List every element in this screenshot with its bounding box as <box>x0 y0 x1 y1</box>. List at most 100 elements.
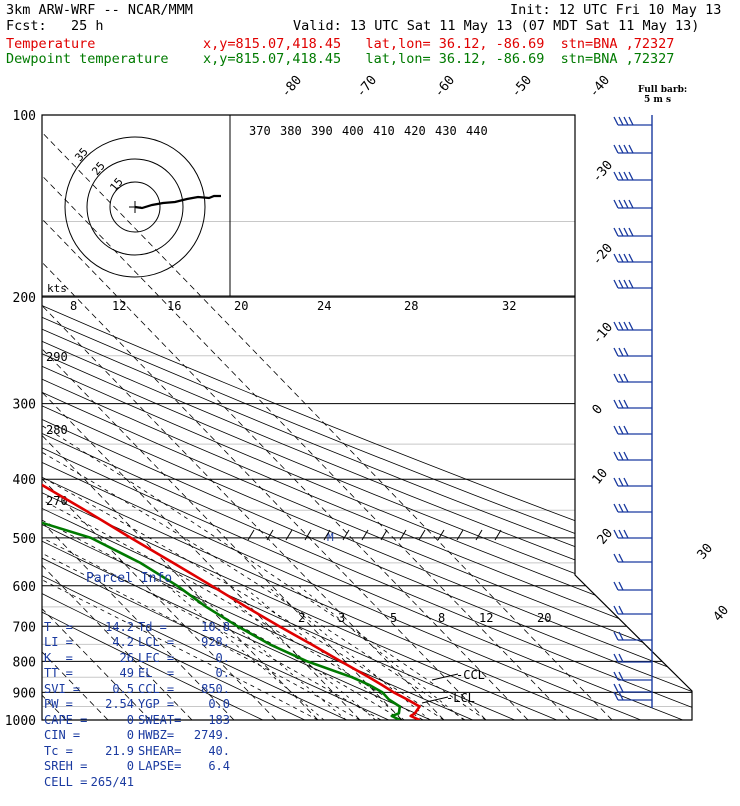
parcel-info-key: TT = <box>44 666 73 680</box>
mixing-ratio-label: 8 <box>70 299 77 313</box>
wind-barb-feather <box>613 683 619 693</box>
mixing-ratio-line <box>266 585 431 720</box>
pressure-label-200: 200 <box>13 291 36 306</box>
parcel-info-row: T = 14.2 Td = 10.8 <box>44 620 230 636</box>
wind-barb-feather <box>613 553 619 563</box>
parcel-info-value: 2.54 <box>105 697 134 711</box>
pressure-label-600: 600 <box>13 580 36 595</box>
wind-barb-feather <box>613 321 619 331</box>
wind-barb-feather <box>613 529 619 539</box>
wind-barb-feather <box>618 373 624 383</box>
wind-barb-feather <box>623 399 629 409</box>
parcel-info-key: Tc = <box>44 743 73 758</box>
dry-adiabat <box>42 115 305 720</box>
parcel-info-row: SREH = 0 LAPSE= 6.4 <box>44 759 230 775</box>
pressure-label-500: 500 <box>13 532 36 547</box>
wind-barb-feather <box>618 199 624 209</box>
wind-barb-feather <box>618 691 624 701</box>
moist-adiabat <box>42 296 487 720</box>
shear-tick <box>494 529 502 541</box>
shear-tick <box>323 529 331 541</box>
parcel-info-value: 183 <box>208 712 230 727</box>
dry-adiabat <box>42 115 692 720</box>
dry-adiabat <box>42 115 692 720</box>
wind-barb-feather <box>618 477 624 487</box>
moist-adiabat <box>42 296 466 720</box>
parcel-info-value: 6.4 <box>208 759 230 773</box>
parcel-info-row: SVI = 0.5 CCL = 850. <box>44 682 230 698</box>
wind-barbs <box>247 115 653 708</box>
parcel-info-key: CCL = <box>138 681 175 696</box>
parcel-info-value: 2749. <box>193 728 230 742</box>
shear-tick <box>342 529 350 541</box>
hodograph-units: kts <box>47 282 67 295</box>
moist-adiabat <box>42 296 319 720</box>
barb-legend-line1: Full barb: <box>638 85 688 95</box>
shear-tick <box>418 529 426 541</box>
dry-adiabat <box>42 115 431 720</box>
parcel-info-rows: T = 14.2 Td = 10.8 LI = 4.2 LCL = 928. K = 26 LFC … <box>44 620 230 791</box>
wind-barb-feather <box>623 253 629 263</box>
wind-barb-feather <box>623 477 629 487</box>
wind-barb-feather <box>623 529 629 539</box>
dry-adiabat <box>42 115 473 720</box>
dry-adiabat <box>42 115 692 720</box>
dewpoint-label: Dewpoint temperature <box>6 51 169 67</box>
wind-barb-feather <box>628 279 634 289</box>
parcel-info-value: 265/41 <box>90 774 134 789</box>
mixing-ratio-label: 2 <box>298 611 305 625</box>
isotherm <box>42 115 571 720</box>
isotherm <box>42 115 445 720</box>
shear-tick <box>361 529 369 541</box>
parcel-info-value: 0 <box>126 759 134 773</box>
wind-barb-feather <box>623 116 629 126</box>
wind-barb-feather <box>628 253 634 263</box>
wind-barb-feather <box>613 171 619 181</box>
shear-tick <box>437 529 445 541</box>
mixing-ratio-line <box>242 585 405 720</box>
dry-adiabat <box>42 115 692 720</box>
wind-barb-feather <box>618 631 624 641</box>
dewpoint-line <box>42 115 402 720</box>
mixing-ratio-label: 3 <box>338 611 345 625</box>
parcel-info-key: PW = <box>44 697 73 711</box>
shear-tick <box>475 529 483 541</box>
dry-adiabat <box>42 115 641 720</box>
mixing-ratio-label: 28 <box>404 299 418 313</box>
hodograph-trace <box>134 194 221 210</box>
wind-barb-feather <box>623 227 629 237</box>
shear-tick <box>247 529 255 541</box>
temperature-location: x,y=815.07,418.45 lat,lon= 36.12, -86.69… <box>203 36 675 52</box>
shear-tick <box>399 529 407 541</box>
theta-label: 270 <box>46 494 68 508</box>
parcel-info-row: CIN = 0 HWBZ= 2749. <box>44 728 230 744</box>
isotherm <box>42 115 151 720</box>
wind-barb-feather <box>628 321 634 331</box>
wind-barb-feather <box>623 451 629 461</box>
wind-barb-feather <box>618 116 624 126</box>
shear-tick <box>266 529 274 541</box>
lcl-marker-line <box>421 696 449 704</box>
wind-barb-feather <box>618 321 624 331</box>
wind-barb-feather <box>613 425 619 435</box>
wind-barb-feather <box>618 171 624 181</box>
parcel-info-key: CAPE = <box>44 712 88 727</box>
forecast-hour: Fcst: 25 h <box>6 18 104 34</box>
wind-barb-feather <box>613 227 619 237</box>
isotherm <box>42 115 403 720</box>
isotherm <box>42 115 613 720</box>
parcel-info-key: EL = <box>138 666 175 680</box>
parcel-info-key: HWBZ= <box>138 728 175 742</box>
parcel-info-value: 0 <box>126 712 134 727</box>
isotherm <box>42 115 487 720</box>
isotherm <box>42 115 529 720</box>
hodograph-ring-25 <box>86 158 184 256</box>
moist-adiabat <box>42 296 382 720</box>
parcel-info-key: T = <box>44 619 73 634</box>
wind-barb-feather <box>613 631 619 641</box>
dry-adiabat <box>42 115 692 720</box>
wind-barb-feather <box>613 279 619 289</box>
parcel-info-row: CAPE = 0 SWEAT= 183 <box>44 713 230 729</box>
shear-tick <box>456 529 464 541</box>
